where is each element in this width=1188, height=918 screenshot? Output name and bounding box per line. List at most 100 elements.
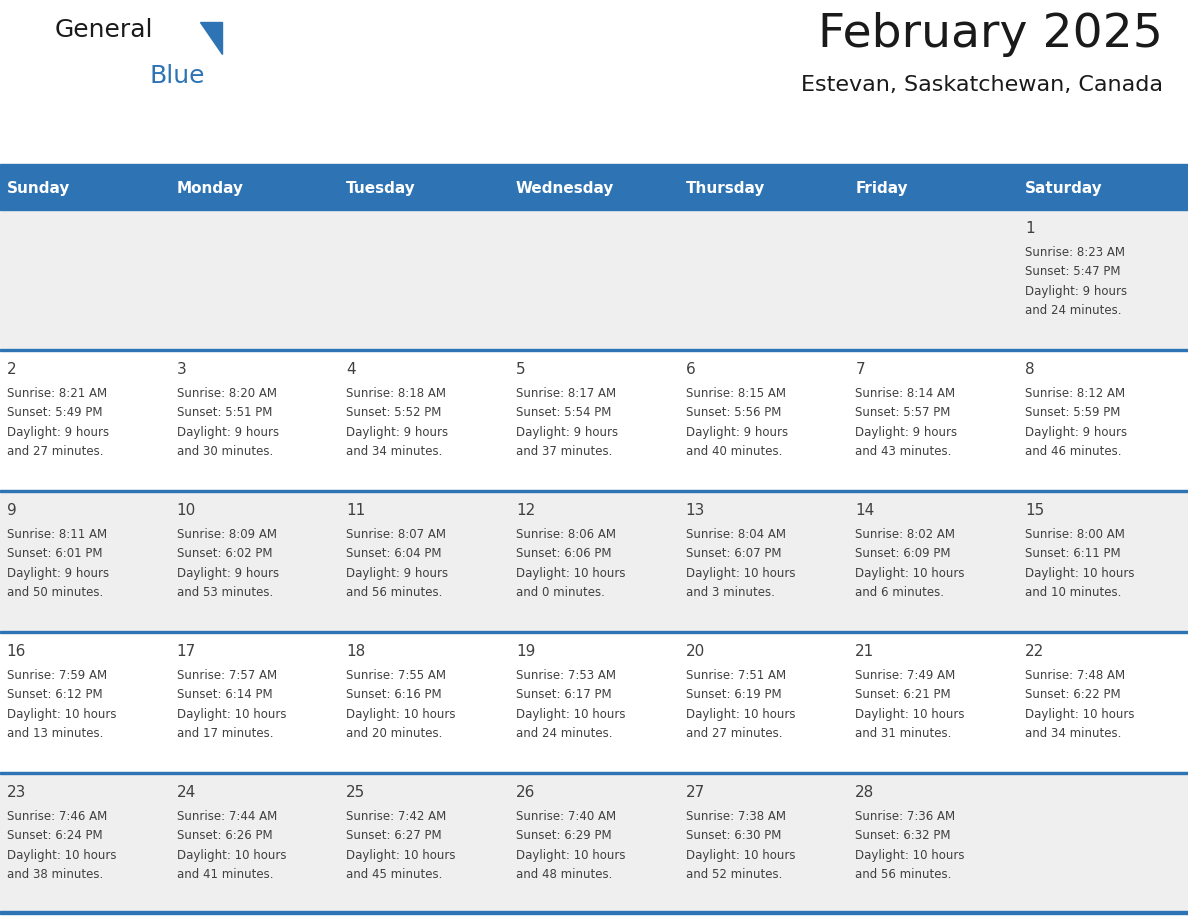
Text: Daylight: 10 hours: Daylight: 10 hours <box>516 567 625 580</box>
Text: Sunrise: 8:21 AM: Sunrise: 8:21 AM <box>7 386 107 400</box>
Bar <box>0 911 1188 914</box>
Text: Sunday: Sunday <box>7 182 70 196</box>
Text: Sunrise: 8:18 AM: Sunrise: 8:18 AM <box>346 386 447 400</box>
Text: 14: 14 <box>855 503 874 518</box>
Text: Sunrise: 8:15 AM: Sunrise: 8:15 AM <box>685 386 785 400</box>
Text: Sunset: 5:49 PM: Sunset: 5:49 PM <box>7 407 102 420</box>
Text: 6: 6 <box>685 362 695 377</box>
Bar <box>0 207 1188 210</box>
Text: Sunset: 6:19 PM: Sunset: 6:19 PM <box>685 688 782 701</box>
Text: and 48 minutes.: and 48 minutes. <box>516 868 612 881</box>
Text: Sunset: 5:51 PM: Sunset: 5:51 PM <box>177 407 272 420</box>
Text: Daylight: 10 hours: Daylight: 10 hours <box>685 849 795 862</box>
Bar <box>0 349 1188 352</box>
Text: Sunrise: 7:49 AM: Sunrise: 7:49 AM <box>855 669 955 682</box>
Bar <box>0 631 1188 772</box>
Text: Sunset: 5:59 PM: Sunset: 5:59 PM <box>1025 407 1120 420</box>
Bar <box>0 490 1188 631</box>
Text: Sunset: 6:22 PM: Sunset: 6:22 PM <box>1025 688 1120 701</box>
Text: and 30 minutes.: and 30 minutes. <box>177 445 273 458</box>
Text: Sunset: 6:21 PM: Sunset: 6:21 PM <box>855 688 950 701</box>
Text: Sunset: 6:09 PM: Sunset: 6:09 PM <box>855 547 950 560</box>
Text: Sunset: 5:52 PM: Sunset: 5:52 PM <box>346 407 442 420</box>
Text: Sunset: 6:16 PM: Sunset: 6:16 PM <box>346 688 442 701</box>
Bar <box>0 490 1188 492</box>
Text: and 24 minutes.: and 24 minutes. <box>1025 305 1121 318</box>
Text: and 13 minutes.: and 13 minutes. <box>7 727 103 741</box>
Text: 15: 15 <box>1025 503 1044 518</box>
Text: and 46 minutes.: and 46 minutes. <box>1025 445 1121 458</box>
Text: Sunset: 6:26 PM: Sunset: 6:26 PM <box>177 830 272 843</box>
Text: Wednesday: Wednesday <box>516 182 614 196</box>
Text: Sunset: 6:04 PM: Sunset: 6:04 PM <box>346 547 442 560</box>
Text: Sunset: 6:07 PM: Sunset: 6:07 PM <box>685 547 782 560</box>
Text: Sunrise: 8:04 AM: Sunrise: 8:04 AM <box>685 528 785 541</box>
Text: Daylight: 9 hours: Daylight: 9 hours <box>177 426 279 439</box>
Text: February 2025: February 2025 <box>819 12 1163 57</box>
Text: Daylight: 9 hours: Daylight: 9 hours <box>177 567 279 580</box>
Text: Sunrise: 8:07 AM: Sunrise: 8:07 AM <box>346 528 447 541</box>
Bar <box>0 207 1188 349</box>
Text: Daylight: 9 hours: Daylight: 9 hours <box>7 567 109 580</box>
Text: Sunrise: 7:59 AM: Sunrise: 7:59 AM <box>7 669 107 682</box>
Text: Sunset: 5:47 PM: Sunset: 5:47 PM <box>1025 265 1120 278</box>
Text: Friday: Friday <box>855 182 908 196</box>
Text: Sunset: 6:27 PM: Sunset: 6:27 PM <box>346 830 442 843</box>
Text: Daylight: 10 hours: Daylight: 10 hours <box>1025 567 1135 580</box>
Text: Sunrise: 8:20 AM: Sunrise: 8:20 AM <box>177 386 277 400</box>
Text: Sunset: 6:17 PM: Sunset: 6:17 PM <box>516 688 612 701</box>
Text: and 0 minutes.: and 0 minutes. <box>516 587 605 599</box>
Text: Daylight: 10 hours: Daylight: 10 hours <box>685 567 795 580</box>
Text: 20: 20 <box>685 644 704 659</box>
Text: Daylight: 10 hours: Daylight: 10 hours <box>685 708 795 721</box>
Text: and 10 minutes.: and 10 minutes. <box>1025 587 1121 599</box>
Text: Sunset: 5:57 PM: Sunset: 5:57 PM <box>855 407 950 420</box>
Text: and 37 minutes.: and 37 minutes. <box>516 445 612 458</box>
Text: Sunrise: 8:12 AM: Sunrise: 8:12 AM <box>1025 386 1125 400</box>
Text: Daylight: 10 hours: Daylight: 10 hours <box>7 849 116 862</box>
Text: and 31 minutes.: and 31 minutes. <box>855 727 952 741</box>
Text: and 56 minutes.: and 56 minutes. <box>346 587 443 599</box>
Text: Tuesday: Tuesday <box>346 182 416 196</box>
Text: and 3 minutes.: and 3 minutes. <box>685 587 775 599</box>
Text: Daylight: 10 hours: Daylight: 10 hours <box>855 708 965 721</box>
Text: Sunrise: 7:51 AM: Sunrise: 7:51 AM <box>685 669 785 682</box>
Text: 3: 3 <box>177 362 187 377</box>
Text: Sunrise: 7:40 AM: Sunrise: 7:40 AM <box>516 810 617 823</box>
Text: Sunrise: 8:00 AM: Sunrise: 8:00 AM <box>1025 528 1125 541</box>
Text: Sunrise: 8:09 AM: Sunrise: 8:09 AM <box>177 528 277 541</box>
Text: 13: 13 <box>685 503 704 518</box>
Text: Sunset: 6:29 PM: Sunset: 6:29 PM <box>516 830 612 843</box>
Text: and 45 minutes.: and 45 minutes. <box>346 868 443 881</box>
Text: Daylight: 10 hours: Daylight: 10 hours <box>855 567 965 580</box>
Bar <box>0 772 1188 913</box>
Bar <box>0 349 1188 490</box>
Text: Sunrise: 7:48 AM: Sunrise: 7:48 AM <box>1025 669 1125 682</box>
Text: and 50 minutes.: and 50 minutes. <box>7 587 103 599</box>
Text: Daylight: 9 hours: Daylight: 9 hours <box>685 426 788 439</box>
Text: Daylight: 9 hours: Daylight: 9 hours <box>1025 285 1127 297</box>
Text: and 56 minutes.: and 56 minutes. <box>855 868 952 881</box>
Text: Daylight: 9 hours: Daylight: 9 hours <box>1025 426 1127 439</box>
Text: 4: 4 <box>346 362 356 377</box>
Text: Thursday: Thursday <box>685 182 765 196</box>
Text: Daylight: 10 hours: Daylight: 10 hours <box>7 708 116 721</box>
Text: 10: 10 <box>177 503 196 518</box>
Text: and 52 minutes.: and 52 minutes. <box>685 868 782 881</box>
Text: Daylight: 9 hours: Daylight: 9 hours <box>855 426 958 439</box>
Text: Sunrise: 8:11 AM: Sunrise: 8:11 AM <box>7 528 107 541</box>
Text: Sunrise: 8:14 AM: Sunrise: 8:14 AM <box>855 386 955 400</box>
Text: Sunrise: 7:46 AM: Sunrise: 7:46 AM <box>7 810 107 823</box>
Text: 28: 28 <box>855 785 874 800</box>
Text: Sunset: 6:24 PM: Sunset: 6:24 PM <box>7 830 102 843</box>
Text: 24: 24 <box>177 785 196 800</box>
Text: Sunset: 6:11 PM: Sunset: 6:11 PM <box>1025 547 1120 560</box>
Text: Sunset: 6:32 PM: Sunset: 6:32 PM <box>855 830 950 843</box>
Text: Sunset: 6:01 PM: Sunset: 6:01 PM <box>7 547 102 560</box>
Text: Sunrise: 7:38 AM: Sunrise: 7:38 AM <box>685 810 785 823</box>
Text: 1: 1 <box>1025 221 1035 236</box>
Text: Sunset: 6:02 PM: Sunset: 6:02 PM <box>177 547 272 560</box>
Text: Sunrise: 8:06 AM: Sunrise: 8:06 AM <box>516 528 615 541</box>
Text: Daylight: 9 hours: Daylight: 9 hours <box>346 567 448 580</box>
Text: 16: 16 <box>7 644 26 659</box>
